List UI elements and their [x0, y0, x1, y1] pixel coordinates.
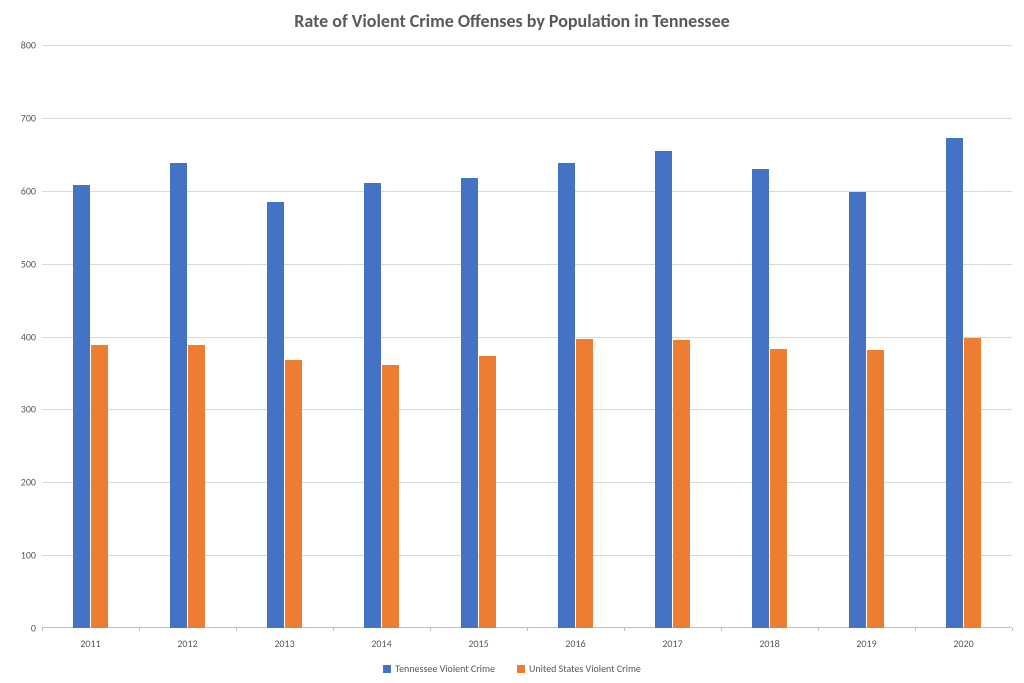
bar [461, 178, 478, 628]
bar [382, 365, 399, 628]
bar [91, 345, 108, 628]
legend-item: Tennessee Violent Crime [383, 662, 495, 675]
x-tick [333, 628, 334, 631]
x-tick [721, 628, 722, 631]
x-tick-label: 2017 [662, 637, 682, 650]
y-tick-label: 100 [8, 549, 36, 562]
x-tick [915, 628, 916, 631]
x-tick-label: 2013 [274, 637, 294, 650]
gridline [42, 191, 1012, 192]
x-tick [1012, 628, 1013, 631]
chart-container: Rate of Violent Crime Offenses by Popula… [0, 0, 1024, 683]
y-tick-label: 0 [8, 622, 36, 635]
x-tick-label: 2012 [177, 637, 197, 650]
y-tick-label: 800 [8, 39, 36, 52]
bar [73, 185, 90, 628]
bar [364, 183, 381, 628]
x-tick-label: 2019 [856, 637, 876, 650]
x-tick [818, 628, 819, 631]
x-tick [430, 628, 431, 631]
y-tick-label: 400 [8, 330, 36, 343]
x-tick [624, 628, 625, 631]
gridline [42, 118, 1012, 119]
gridline [42, 45, 1012, 46]
bar [188, 345, 205, 628]
bar [867, 350, 884, 628]
y-tick-label: 200 [8, 476, 36, 489]
y-tick-label: 600 [8, 184, 36, 197]
bar [285, 360, 302, 628]
bar [673, 340, 690, 628]
gridline [42, 337, 1012, 338]
bar [752, 169, 769, 628]
x-tick [42, 628, 43, 631]
bar [576, 339, 593, 628]
bar [964, 338, 981, 628]
legend-label: Tennessee Violent Crime [395, 662, 495, 675]
x-tick-label: 2014 [371, 637, 391, 650]
y-tick-label: 700 [8, 111, 36, 124]
x-tick-label: 2016 [565, 637, 585, 650]
x-tick-label: 2020 [953, 637, 973, 650]
gridline [42, 264, 1012, 265]
legend: Tennessee Violent Crime United States Vio… [0, 662, 1024, 675]
legend-swatch [383, 665, 391, 673]
x-tick-label: 2015 [468, 637, 488, 650]
bar [849, 192, 866, 628]
legend-item: United States Violent Crime [517, 662, 641, 675]
bar [267, 202, 284, 628]
bar [655, 151, 672, 628]
plot-area: 0100200300400500600700800201120122013201… [42, 45, 1012, 628]
chart-title: Rate of Violent Crime Offenses by Popula… [0, 10, 1024, 32]
y-tick-label: 300 [8, 403, 36, 416]
bar [558, 163, 575, 628]
bar [946, 138, 963, 628]
bar [479, 356, 496, 628]
x-tick [527, 628, 528, 631]
x-tick-label: 2011 [80, 637, 100, 650]
legend-label: United States Violent Crime [529, 662, 641, 675]
x-tick-label: 2018 [759, 637, 779, 650]
legend-swatch [517, 665, 525, 673]
x-tick [139, 628, 140, 631]
y-tick-label: 500 [8, 257, 36, 270]
x-tick [236, 628, 237, 631]
bar [770, 349, 787, 628]
bar [170, 163, 187, 628]
